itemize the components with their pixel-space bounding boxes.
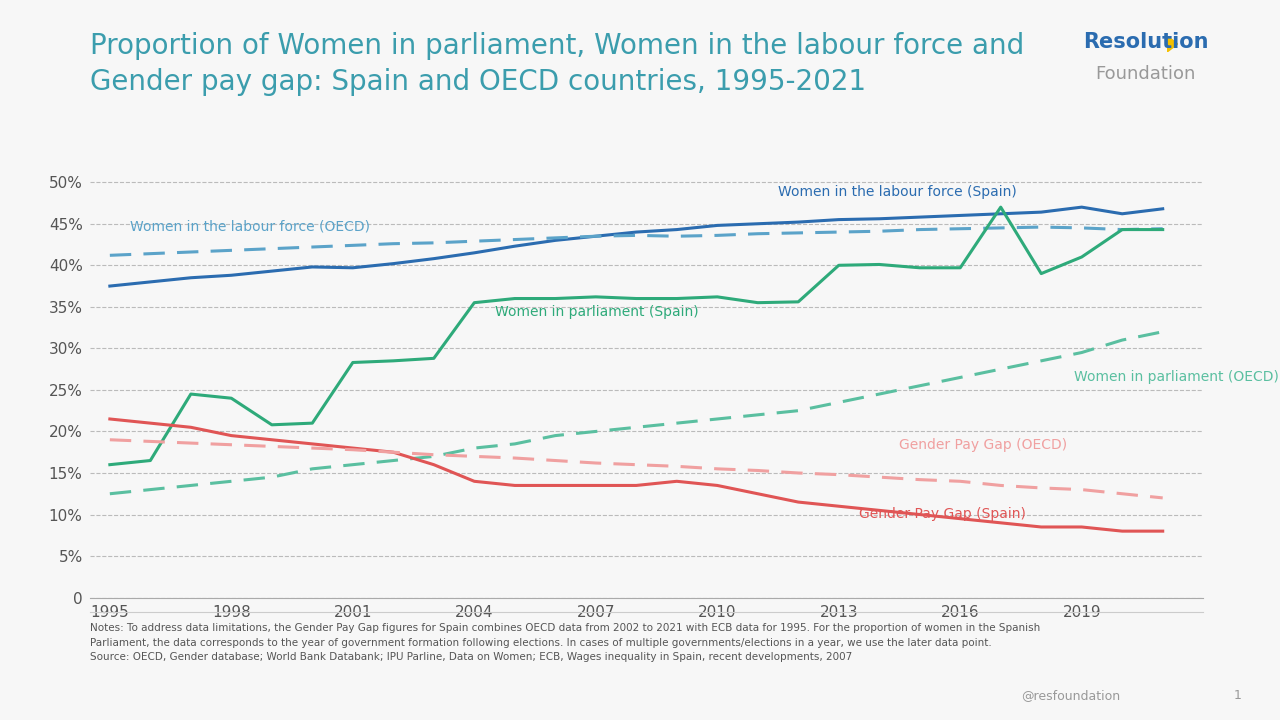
Text: Women in the labour force (Spain): Women in the labour force (Spain) [778, 185, 1016, 199]
Text: Women in parliament (OECD): Women in parliament (OECD) [1074, 371, 1279, 384]
Text: Gender Pay Gap (OECD): Gender Pay Gap (OECD) [900, 438, 1068, 452]
Text: Gender pay gap: Spain and OECD countries, 1995-2021: Gender pay gap: Spain and OECD countries… [90, 68, 865, 96]
Text: Foundation: Foundation [1096, 65, 1196, 83]
Text: Notes: To address data limitations, the Gender Pay Gap figures for Spain combine: Notes: To address data limitations, the … [90, 623, 1039, 662]
Text: Gender Pay Gap (Spain): Gender Pay Gap (Spain) [859, 507, 1025, 521]
Text: Proportion of Women in parliament, Women in the labour force and: Proportion of Women in parliament, Women… [90, 32, 1024, 60]
Text: Women in parliament (Spain): Women in parliament (Spain) [494, 305, 698, 319]
Text: @resfoundation: @resfoundation [1021, 689, 1120, 702]
Text: 1: 1 [1234, 689, 1242, 702]
Text: Resolution: Resolution [1083, 32, 1208, 53]
Text: Women in the labour force (OECD): Women in the labour force (OECD) [131, 220, 370, 234]
Polygon shape [1167, 36, 1178, 52]
